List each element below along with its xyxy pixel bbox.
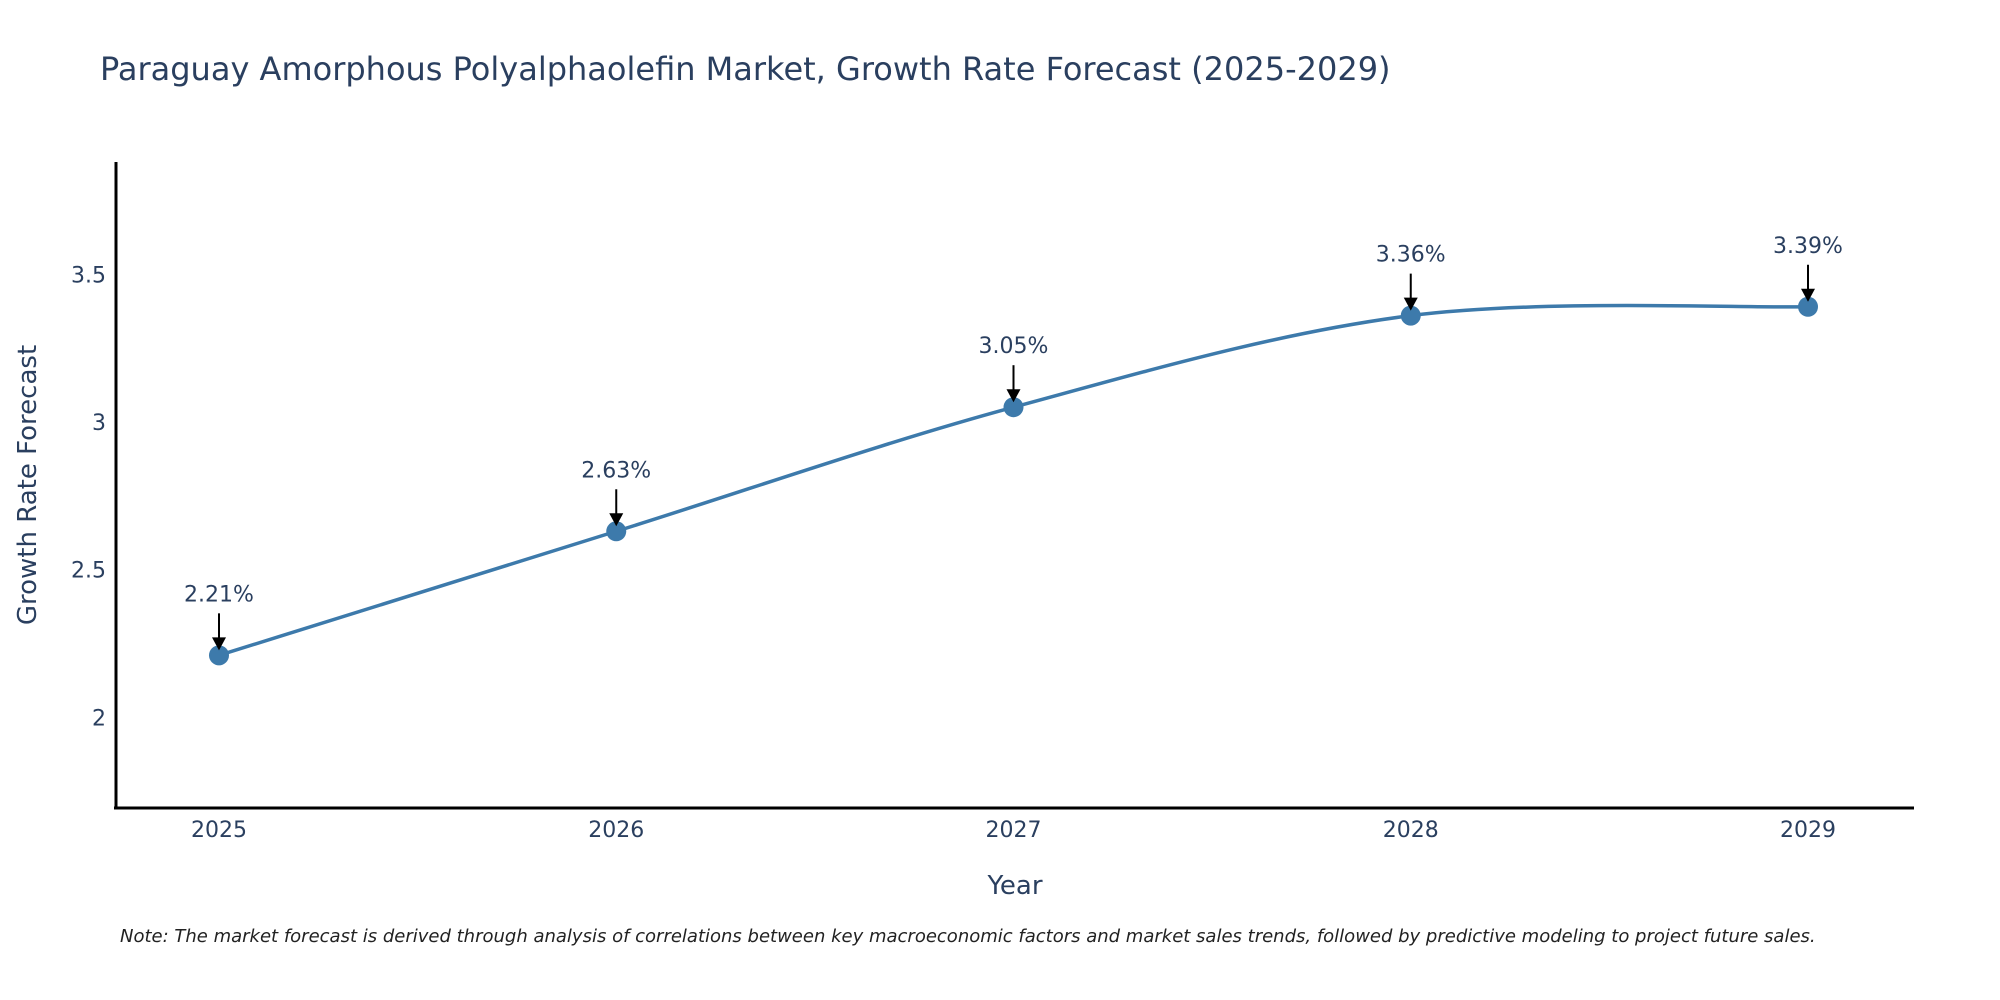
y-tick-label: 2	[92, 706, 106, 731]
y-tick-labels: 2 2.5 3 3.5	[71, 263, 106, 731]
data-point	[1003, 397, 1024, 418]
y-axis-title: Growth Rate Forecast	[13, 345, 43, 625]
data-label: 2.21%	[184, 582, 254, 607]
annotation-arrowhead	[609, 513, 624, 527]
x-axis-title: Year	[986, 871, 1042, 901]
data-point	[606, 521, 627, 542]
x-tick-label: 2027	[986, 818, 1042, 843]
y-tick-label: 3.5	[71, 263, 106, 288]
annotation-arrowhead	[1403, 297, 1418, 311]
data-label: 3.36%	[1376, 243, 1446, 268]
x-tick-label: 2028	[1383, 818, 1439, 843]
chart-title: Paraguay Amorphous Polyalphaolefin Marke…	[100, 50, 1391, 88]
y-tick-label: 2.5	[71, 559, 106, 584]
y-tick-label: 3	[92, 411, 106, 436]
data-labels: 2.21% 2.63% 3.05% 3.36% 3.39%	[184, 234, 1843, 651]
x-tick-label: 2029	[1780, 818, 1836, 843]
data-point	[1400, 305, 1421, 326]
axes	[114, 162, 1914, 810]
x-tick-label: 2026	[588, 818, 644, 843]
annotation-arrowhead	[1006, 389, 1021, 403]
x-tick-label: 2025	[191, 818, 247, 843]
data-point	[1798, 296, 1818, 317]
x-tick-labels: 2025 2026 2027 2028 2029	[191, 818, 1836, 843]
footnote: Note: The market forecast is derived thr…	[120, 926, 1816, 947]
data-label: 3.39%	[1773, 234, 1843, 259]
data-point	[209, 645, 229, 666]
data-label: 3.05%	[979, 334, 1049, 359]
annotation-arrowhead	[212, 637, 226, 651]
data-label: 2.63%	[581, 458, 651, 483]
series-markers	[209, 296, 1818, 666]
annotation-arrowhead	[1801, 288, 1815, 302]
